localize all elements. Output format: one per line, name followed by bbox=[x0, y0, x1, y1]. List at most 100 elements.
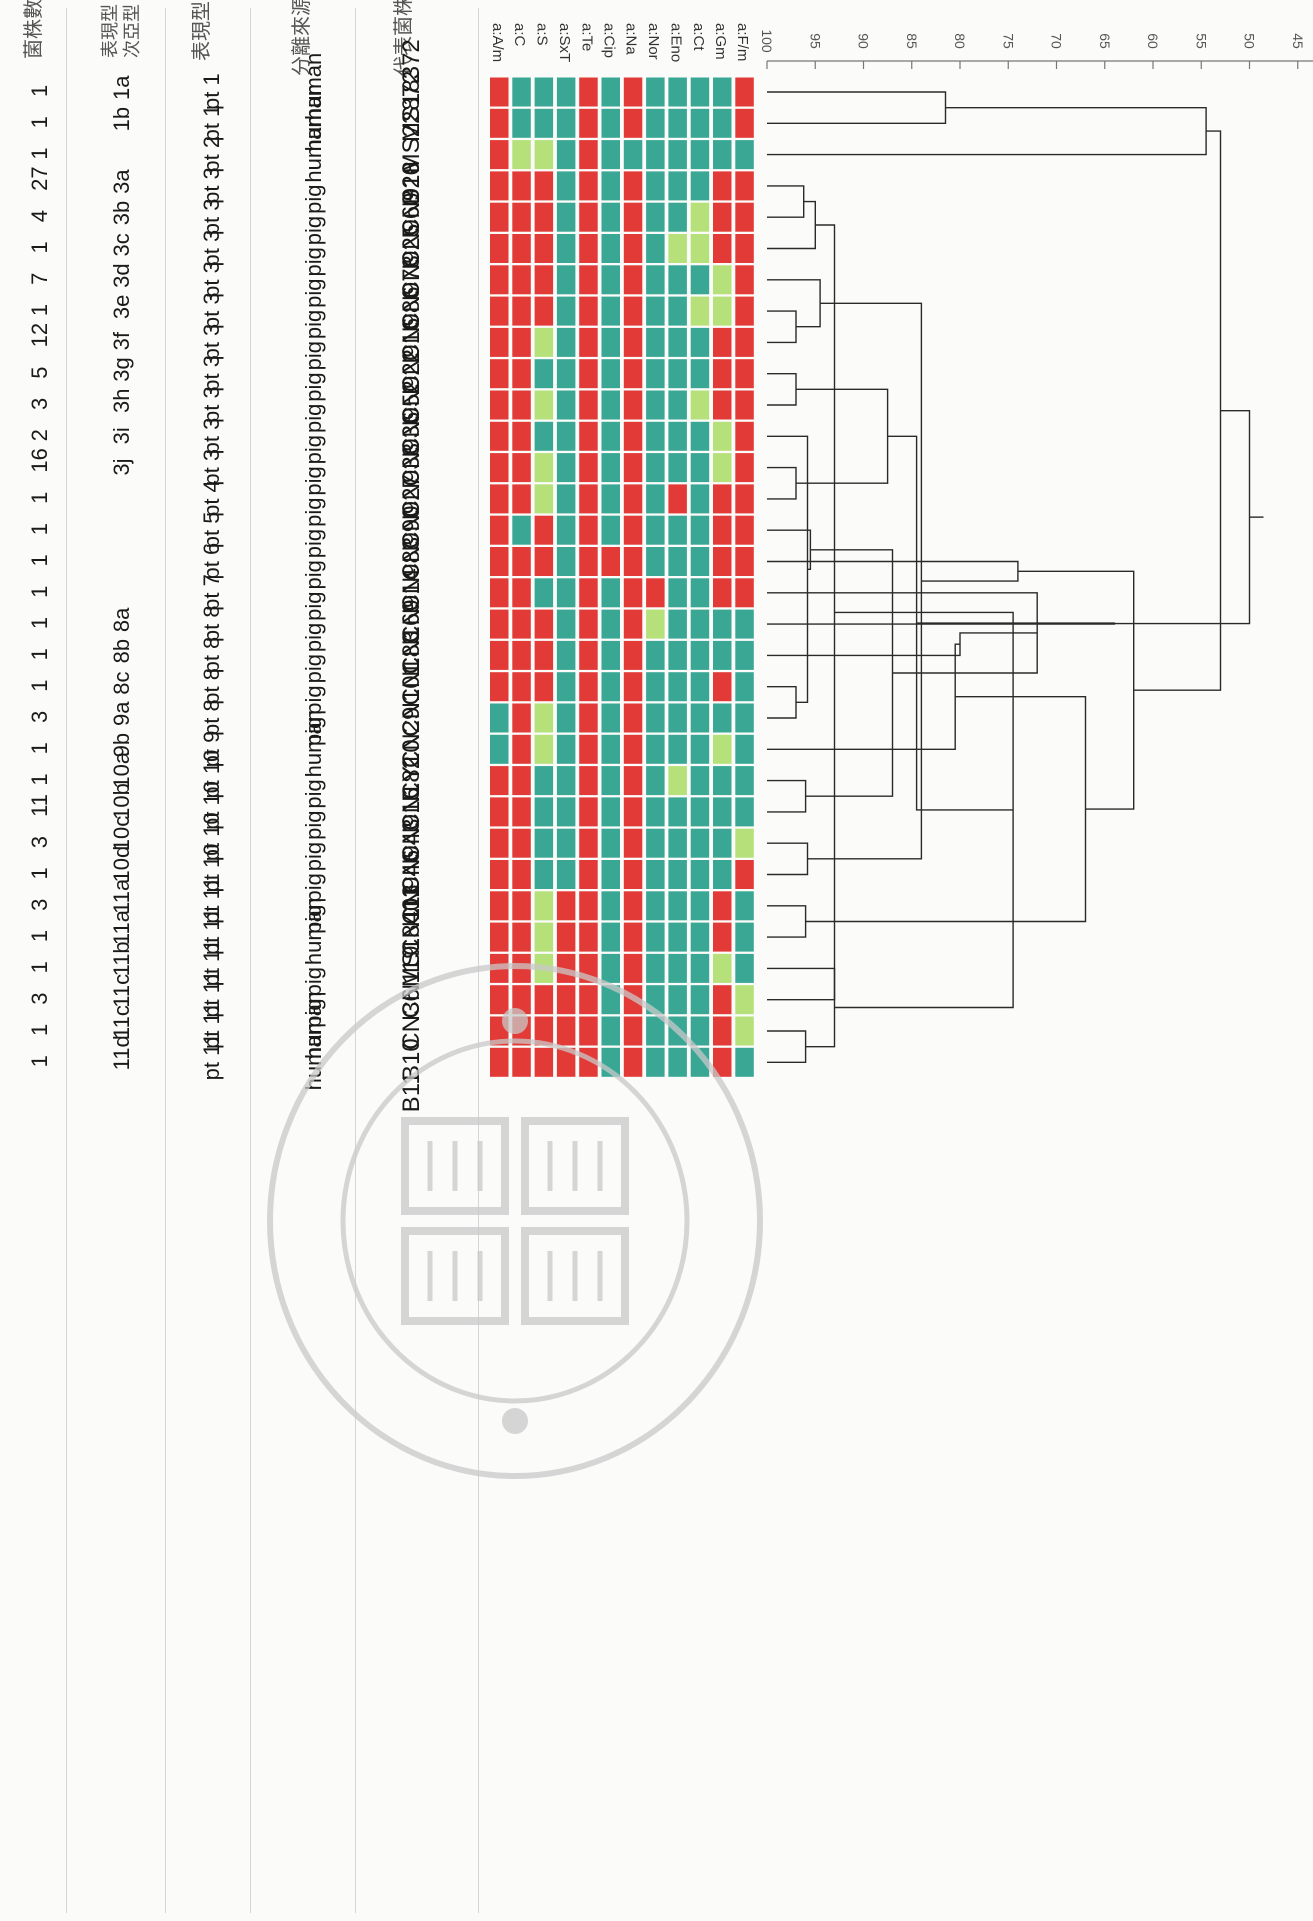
heatmap-cell bbox=[646, 108, 665, 138]
heatmap-cell bbox=[579, 640, 598, 670]
axis-tick-label: 80 bbox=[952, 33, 968, 49]
heatmap-cell bbox=[556, 171, 576, 201]
heatmap-cell bbox=[490, 421, 509, 451]
heatmap-cell bbox=[601, 703, 620, 733]
heatmap-cell bbox=[646, 453, 665, 483]
heatmap-cell bbox=[713, 327, 732, 357]
heatmap-cell bbox=[646, 515, 665, 545]
heatmap-cell bbox=[668, 171, 687, 201]
heatmap-cell bbox=[490, 828, 509, 858]
heatmap-cell bbox=[623, 108, 643, 138]
heatmap-cell bbox=[579, 453, 598, 483]
heatmap-cell bbox=[601, 797, 620, 827]
heatmap-cell bbox=[623, 140, 643, 170]
heatmap-cell bbox=[735, 140, 754, 170]
heatmap-cell bbox=[556, 484, 576, 514]
heatmap-cell bbox=[690, 672, 710, 702]
heatmap-cell bbox=[735, 327, 754, 357]
heatmap-cell bbox=[534, 171, 554, 201]
heatmap-cell bbox=[512, 484, 531, 514]
heatmap-cell bbox=[668, 640, 687, 670]
heatmap-cell bbox=[556, 327, 576, 357]
heatmap-cell bbox=[713, 734, 732, 764]
heatmap-cell bbox=[735, 515, 754, 545]
heatmap-cell bbox=[490, 766, 509, 796]
heatmap-cell bbox=[512, 547, 531, 576]
heatmap-cell bbox=[735, 609, 754, 639]
heatmap-cell bbox=[735, 703, 754, 733]
heatmap-cell bbox=[579, 672, 598, 702]
heatmap-cell bbox=[735, 484, 754, 514]
heatmap-cell bbox=[690, 453, 710, 483]
heatmap-cell bbox=[713, 515, 732, 545]
heatmap-cell bbox=[623, 860, 643, 889]
heatmap-cell bbox=[735, 265, 754, 295]
heatmap-cell bbox=[623, 265, 643, 295]
heatmap-cell bbox=[579, 484, 598, 514]
axis-tick-label: 70 bbox=[1049, 33, 1065, 49]
heatmap-cell bbox=[623, 421, 643, 451]
heatmap-cell bbox=[690, 484, 710, 514]
heatmap-cell bbox=[646, 202, 665, 232]
heatmap-cell bbox=[713, 421, 732, 451]
heatmap-cell bbox=[713, 108, 732, 138]
heatmap-cell bbox=[601, 265, 620, 295]
heatmap-cell bbox=[512, 734, 531, 764]
heatmap-cell bbox=[490, 359, 509, 389]
heatmap-cell bbox=[534, 108, 554, 138]
heatmap-cell bbox=[579, 578, 598, 608]
heatmap-cell bbox=[556, 891, 576, 921]
heatmap-cell bbox=[668, 390, 687, 420]
heatmap-cell bbox=[534, 891, 554, 921]
heatmap-cell bbox=[556, 547, 576, 576]
heatmap-cell bbox=[556, 734, 576, 764]
heatmap-cell bbox=[690, 578, 710, 608]
heatmap-cell bbox=[534, 77, 554, 107]
heatmap-cell bbox=[646, 265, 665, 295]
heatmap-cell bbox=[512, 578, 531, 608]
heatmap-cell bbox=[623, 359, 643, 389]
heatmap-cell bbox=[623, 547, 643, 576]
heatmap-cell bbox=[668, 609, 687, 639]
heatmap-cell bbox=[713, 296, 732, 326]
heatmap-cell bbox=[735, 734, 754, 764]
heatmap-cell bbox=[579, 265, 598, 295]
heatmap-cell bbox=[623, 766, 643, 796]
heatmap-cell bbox=[534, 734, 554, 764]
heatmap-cell bbox=[690, 860, 710, 889]
drug-label: a:C bbox=[511, 23, 528, 47]
heatmap-cell bbox=[623, 734, 643, 764]
heatmap-cell bbox=[668, 891, 687, 921]
heatmap-cell bbox=[713, 234, 732, 263]
heatmap-cell bbox=[534, 766, 554, 796]
heatmap-cell bbox=[713, 390, 732, 420]
heatmap-cell bbox=[556, 640, 576, 670]
heatmap-cell bbox=[534, 672, 554, 702]
heatmap-cell bbox=[556, 515, 576, 545]
heatmap-cell bbox=[735, 108, 754, 138]
heatmap-cell bbox=[556, 860, 576, 889]
heatmap-cell bbox=[646, 390, 665, 420]
heatmap-cell bbox=[579, 703, 598, 733]
heatmap-cell bbox=[490, 547, 509, 576]
heatmap-cell bbox=[490, 609, 509, 639]
heatmap-cell bbox=[713, 140, 732, 170]
heatmap-cell bbox=[490, 234, 509, 263]
heatmap-cell bbox=[512, 515, 531, 545]
heatmap-cell bbox=[579, 828, 598, 858]
heatmap-cell bbox=[713, 797, 732, 827]
heatmap-cell bbox=[601, 515, 620, 545]
heatmap-cell bbox=[512, 296, 531, 326]
heatmap-cell bbox=[601, 734, 620, 764]
heatmap-cell bbox=[512, 265, 531, 295]
heatmap-cell bbox=[490, 515, 509, 545]
heatmap-cell bbox=[512, 797, 531, 827]
heatmap-cell bbox=[556, 359, 576, 389]
heatmap-cell bbox=[534, 828, 554, 858]
heatmap-cell bbox=[490, 202, 509, 232]
heatmap-cell bbox=[601, 77, 620, 107]
heatmap-cell bbox=[556, 609, 576, 639]
heatmap-cell bbox=[601, 828, 620, 858]
heatmap-cell bbox=[579, 327, 598, 357]
